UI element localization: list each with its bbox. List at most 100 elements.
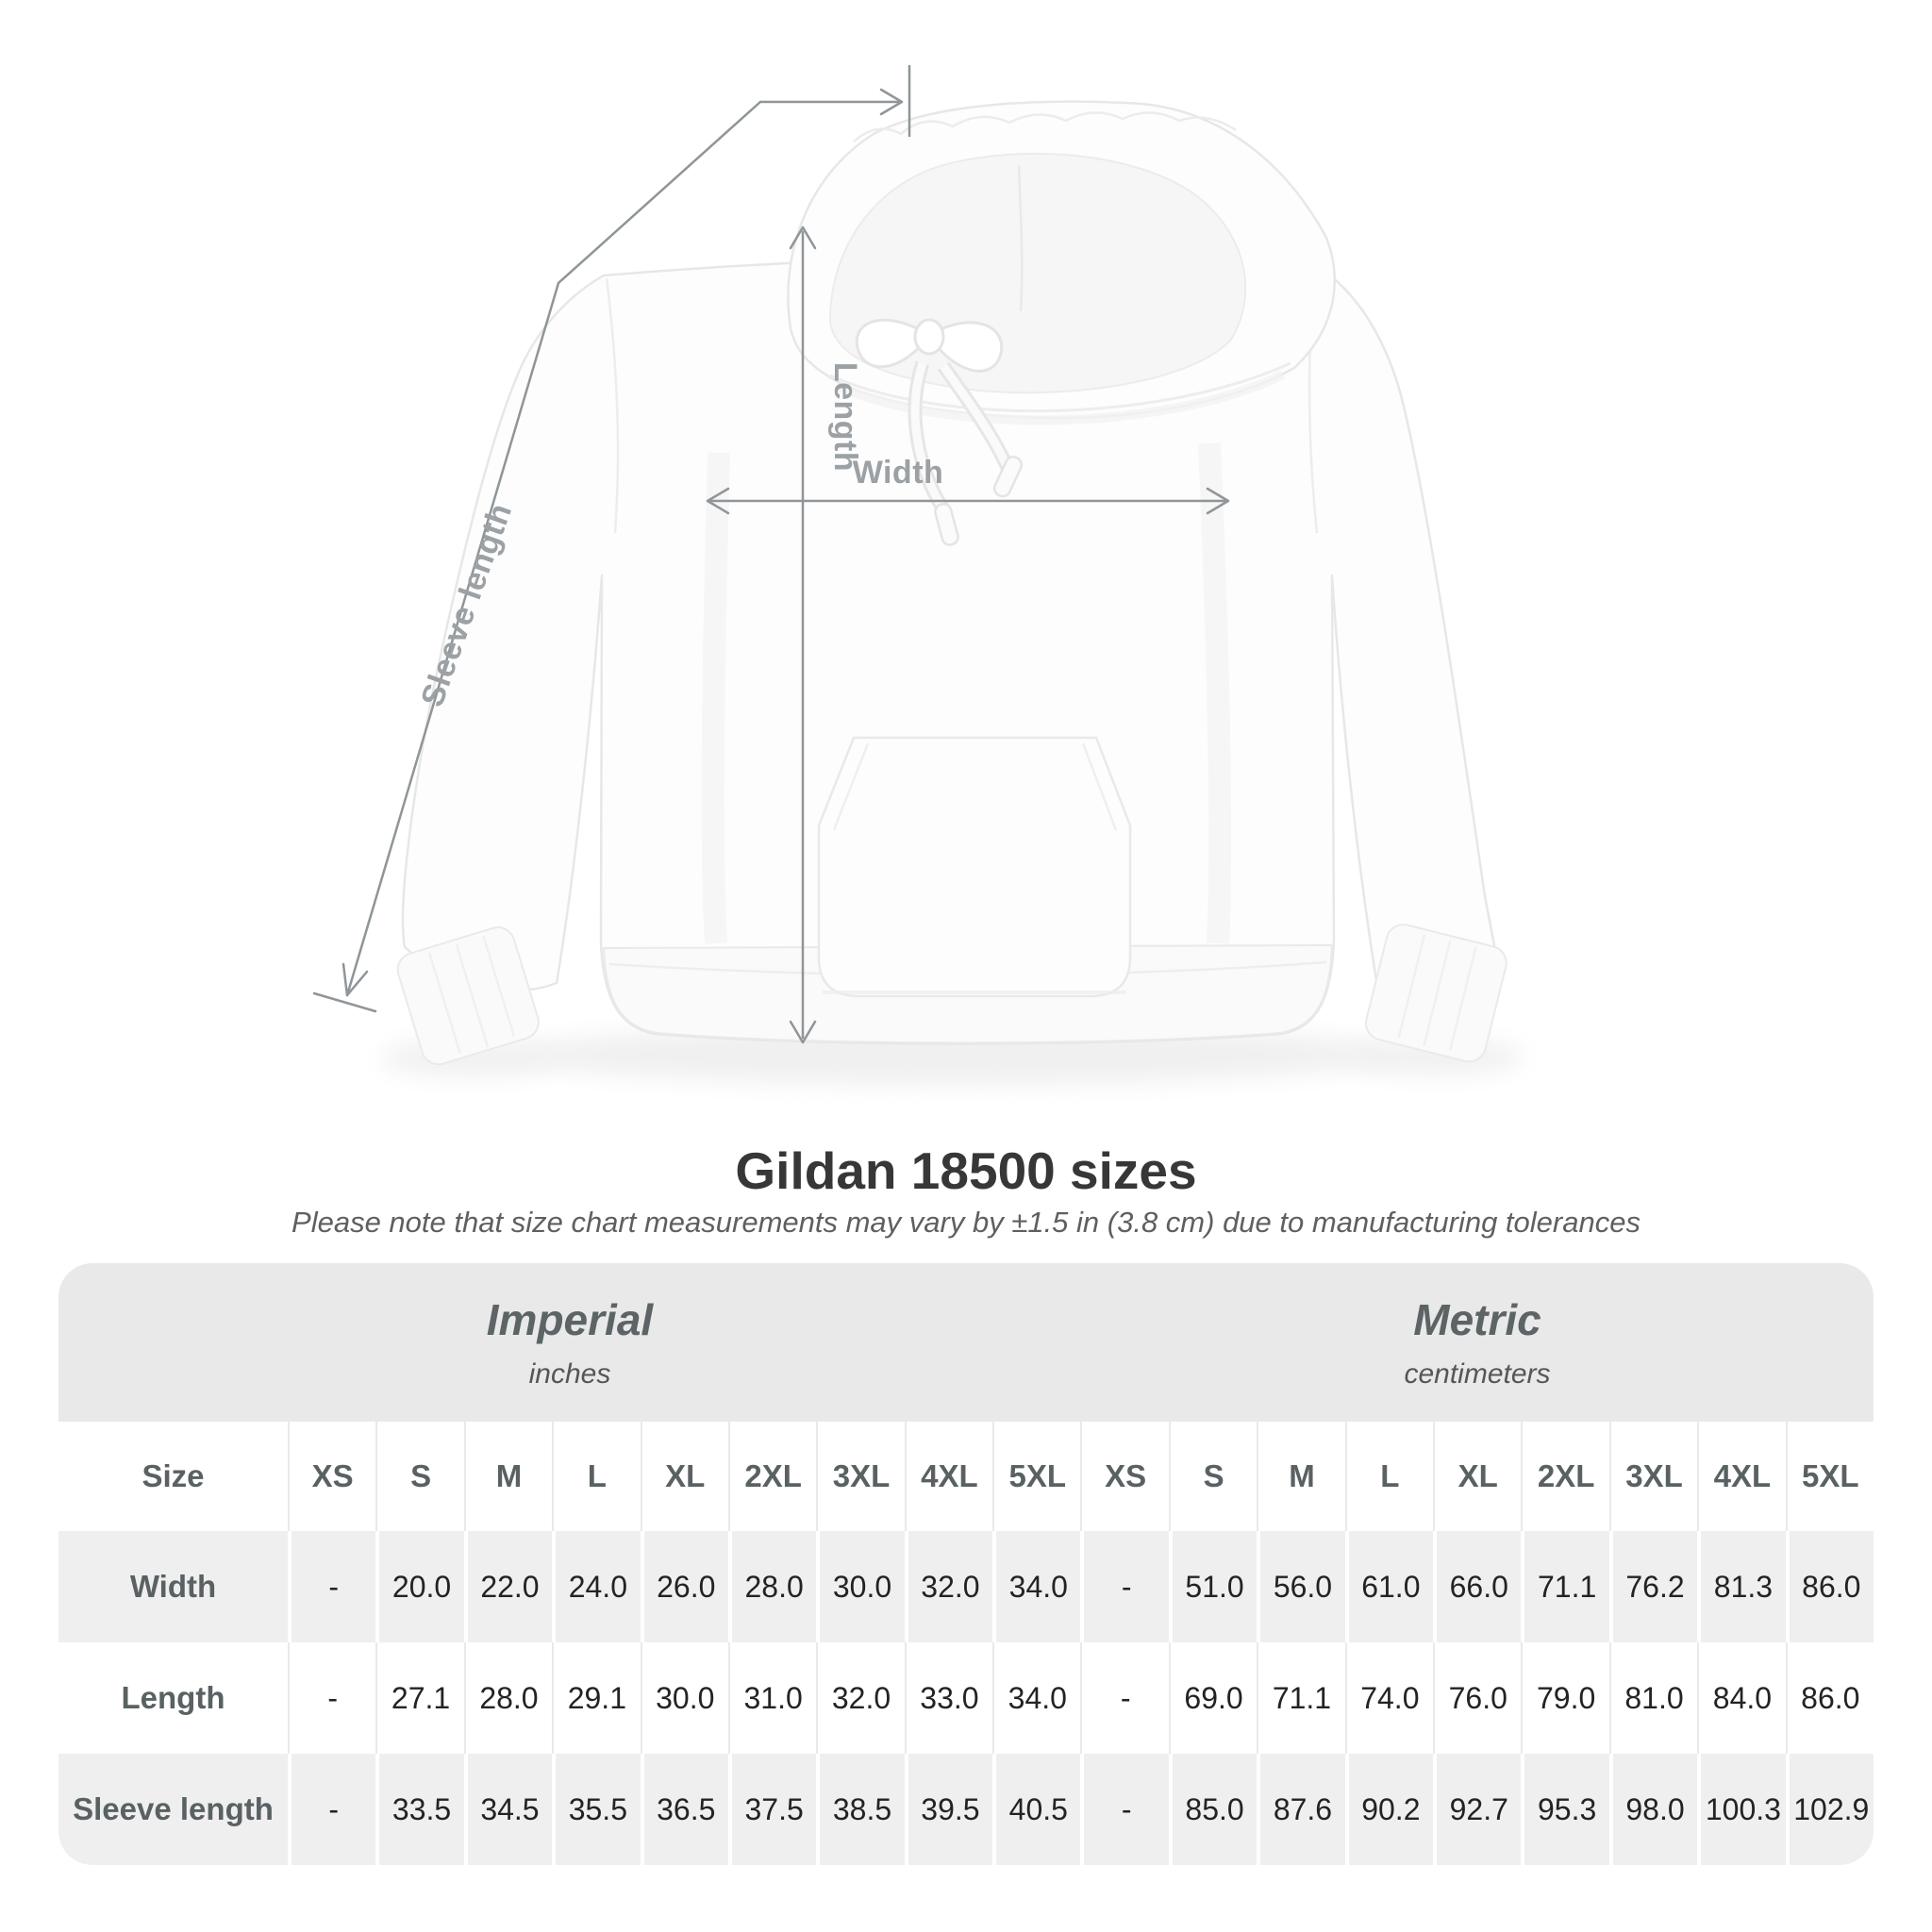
cell: 102.9 (1785, 1754, 1874, 1865)
cell: 27.1 (375, 1642, 463, 1754)
cell: 33.0 (904, 1642, 992, 1754)
col-header-metric-xl: XL (1433, 1422, 1521, 1531)
col-header-imperial-s: S (375, 1422, 463, 1531)
cell: 71.1 (1257, 1642, 1344, 1754)
cell: 34.0 (992, 1531, 1080, 1642)
cell: 69.0 (1168, 1642, 1257, 1754)
tolerance-note: Please note that size chart measurements… (291, 1206, 1641, 1239)
cell: 74.0 (1344, 1642, 1433, 1754)
drawstring-bow (855, 318, 1024, 546)
cell: 32.0 (904, 1531, 992, 1642)
kangaroo-pocket (817, 736, 1132, 998)
row-header: Length (121, 1680, 225, 1715)
cell: 92.7 (1433, 1754, 1521, 1865)
length-label: Length (827, 362, 863, 472)
cell: - (288, 1531, 375, 1642)
cell: 51.0 (1168, 1531, 1257, 1642)
length-line (789, 225, 817, 1044)
page-title: Gildan 18500 sizes (735, 1141, 1197, 1200)
cell: 30.0 (640, 1642, 728, 1754)
cell: 76.2 (1608, 1531, 1697, 1642)
table-row-width: Width - 20.0 22.0 24.0 26.0 28.0 30.0 32… (58, 1531, 1874, 1642)
cell: 35.5 (552, 1754, 640, 1865)
cell: - (1080, 1754, 1168, 1865)
col-header-imperial-xl: XL (640, 1422, 728, 1531)
imperial-group-units: inches (528, 1358, 611, 1390)
width-label: Width (853, 455, 944, 491)
cell: 98.0 (1608, 1754, 1697, 1865)
col-header-imperial-5xl: 5XL (992, 1422, 1080, 1531)
cell: 84.0 (1697, 1642, 1785, 1754)
table-row-sleeve-length: Sleeve length - 33.5 34.5 35.5 36.5 37.5… (58, 1754, 1874, 1865)
cell: - (288, 1754, 375, 1865)
size-header-row: Size XS S M L XL 2XL 3XL 4XL 5XL XS S M … (58, 1422, 1874, 1531)
cell: - (1080, 1642, 1168, 1754)
sleeve-length-line (312, 64, 911, 1013)
col-header-metric-2xl: 2XL (1521, 1422, 1608, 1531)
size-table: Imperial inches Metric centimeters Size … (58, 1263, 1874, 1865)
fabric-creases (701, 442, 1232, 944)
cell: 87.6 (1257, 1754, 1344, 1865)
metric-group-header: Metric centimeters (1081, 1263, 1874, 1422)
metric-group-label: Metric (1413, 1295, 1541, 1344)
cell: 95.3 (1521, 1754, 1608, 1865)
width-line (706, 487, 1230, 515)
cell: 34.0 (992, 1642, 1080, 1754)
hood (787, 100, 1336, 425)
cell: 30.0 (816, 1531, 904, 1642)
imperial-group-label: Imperial (486, 1295, 654, 1344)
cell: 28.0 (727, 1531, 816, 1642)
size-column-header: Size (142, 1458, 205, 1493)
cell: 100.3 (1697, 1754, 1785, 1865)
cell: 85.0 (1168, 1754, 1257, 1865)
cell: 71.1 (1521, 1531, 1608, 1642)
cell: 90.2 (1344, 1754, 1433, 1865)
col-header-imperial-4xl: 4XL (904, 1422, 992, 1531)
cell: 81.0 (1608, 1642, 1697, 1754)
unit-group-header: Imperial inches Metric centimeters (58, 1263, 1874, 1422)
hoodie-size-diagram: Sleeve length Length Width (312, 64, 1524, 1085)
cell: 28.0 (463, 1642, 552, 1754)
cell: 39.5 (904, 1754, 992, 1865)
col-header-imperial-2xl: 2XL (727, 1422, 816, 1531)
cell: 24.0 (552, 1531, 640, 1642)
cell: 29.1 (552, 1642, 640, 1754)
imperial-group-header: Imperial inches (58, 1263, 1081, 1422)
col-header-imperial-m: M (463, 1422, 552, 1531)
caption: Gildan 18500 sizes Please note that size… (0, 1141, 1932, 1241)
cell: 31.0 (727, 1642, 816, 1754)
cell: 86.0 (1785, 1642, 1874, 1754)
cell: 38.5 (816, 1754, 904, 1865)
cell: 36.5 (640, 1754, 728, 1865)
cell: 86.0 (1785, 1531, 1874, 1642)
cell: 76.0 (1433, 1642, 1521, 1754)
cell: 32.0 (816, 1642, 904, 1754)
cell: 26.0 (640, 1531, 728, 1642)
cell: 56.0 (1257, 1531, 1344, 1642)
cell: 81.3 (1697, 1531, 1785, 1642)
col-header-metric-l: L (1344, 1422, 1433, 1531)
cell: 40.5 (992, 1754, 1080, 1865)
table-row-length: Length - 27.1 28.0 29.1 30.0 31.0 32.0 3… (58, 1642, 1874, 1754)
cell: - (288, 1642, 375, 1754)
cell: 66.0 (1433, 1531, 1521, 1642)
hoodie-image: Sleeve length Length Width (312, 64, 1524, 1085)
right-cuff (1364, 924, 1507, 1063)
cell: 34.5 (463, 1754, 552, 1865)
row-header: Sleeve length (73, 1791, 274, 1826)
col-header-imperial-3xl: 3XL (816, 1422, 904, 1531)
col-header-metric-3xl: 3XL (1608, 1422, 1697, 1531)
col-header-imperial-xs: XS (288, 1422, 375, 1531)
cell: 33.5 (375, 1754, 463, 1865)
metric-group-units: centimeters (1404, 1358, 1551, 1390)
col-header-imperial-l: L (552, 1422, 640, 1531)
cell: - (1080, 1531, 1168, 1642)
left-cuff (396, 926, 540, 1066)
col-header-metric-xs: XS (1080, 1422, 1168, 1531)
cell: 61.0 (1344, 1531, 1433, 1642)
col-header-metric-s: S (1168, 1422, 1257, 1531)
col-header-metric-4xl: 4XL (1697, 1422, 1785, 1531)
col-header-metric-5xl: 5XL (1785, 1422, 1874, 1531)
cell: 37.5 (727, 1754, 816, 1865)
col-header-metric-m: M (1257, 1422, 1344, 1531)
